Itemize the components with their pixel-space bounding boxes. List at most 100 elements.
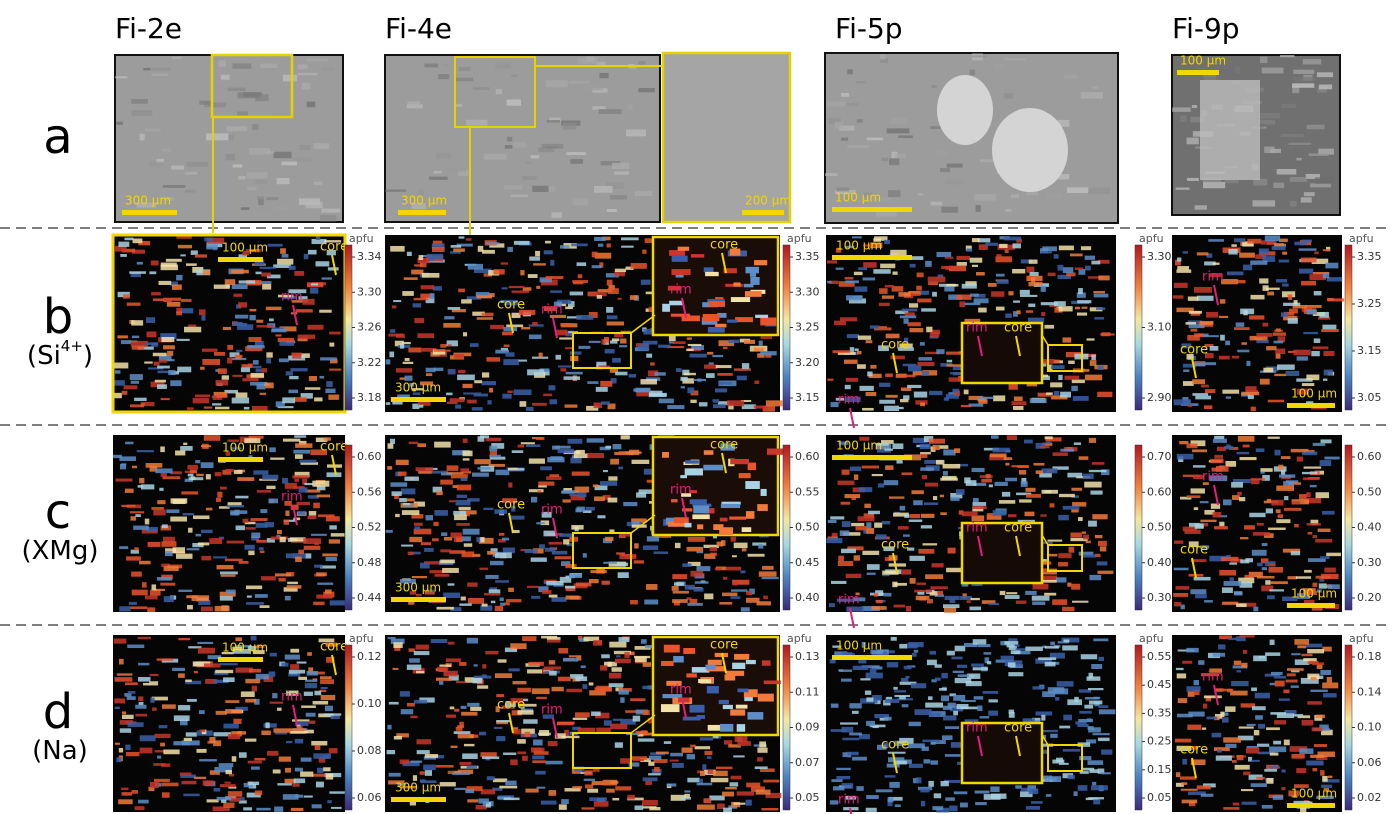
texture-speck — [1184, 530, 1200, 534]
texture-speck — [447, 168, 466, 171]
texture-speck — [316, 782, 324, 788]
texture-speck — [233, 294, 242, 297]
texture-speck — [482, 313, 494, 317]
texture-speck — [872, 695, 882, 701]
texture-speck — [260, 267, 276, 269]
texture-speck — [540, 466, 552, 470]
texture-speck — [325, 706, 333, 711]
texture-speck — [542, 590, 551, 594]
texture-speck — [1177, 257, 1181, 261]
texture-speck — [939, 688, 947, 691]
texture-speck — [696, 551, 703, 553]
texture-speck — [566, 596, 580, 600]
texture-speck — [852, 757, 867, 761]
texture-speck — [517, 739, 526, 744]
texture-speck — [490, 561, 504, 565]
texture-speck — [507, 247, 513, 252]
texture-speck — [416, 467, 434, 471]
texture-speck — [1282, 284, 1288, 287]
texture-speck — [961, 405, 972, 407]
texture-speck — [495, 552, 512, 558]
texture-speck — [972, 55, 987, 57]
texture-speck — [485, 575, 498, 579]
texture-speck — [1086, 338, 1094, 340]
texture-speck — [459, 507, 471, 510]
texture-speck — [149, 681, 158, 685]
texture-speck — [704, 267, 714, 272]
texture-speck — [270, 653, 277, 657]
texture-speck — [311, 741, 327, 746]
colorbar-unit: apfu — [787, 232, 812, 245]
texture-speck — [1058, 375, 1062, 380]
texture-speck — [456, 523, 470, 526]
texture-speck — [1060, 449, 1074, 452]
texture-speck — [290, 649, 299, 653]
texture-speck — [1189, 311, 1202, 314]
texture-speck — [115, 677, 133, 682]
texture-speck — [290, 664, 299, 669]
texture-speck — [178, 705, 190, 710]
texture-speck — [991, 435, 999, 438]
texture-speck — [1017, 310, 1021, 314]
texture-speck — [560, 368, 566, 371]
texture-speck — [643, 662, 651, 667]
texture-speck — [203, 780, 214, 785]
texture-speck — [888, 190, 900, 197]
texture-speck — [153, 509, 165, 515]
texture-speck — [970, 258, 983, 263]
texture-speck — [927, 660, 937, 666]
texture-speck — [429, 256, 434, 262]
colorbar-tick-label: 0.05 — [1147, 791, 1172, 804]
texture-speck — [140, 748, 153, 754]
texture-speck — [163, 749, 179, 754]
texture-speck — [858, 516, 875, 521]
texture-speck — [331, 807, 342, 809]
texture-speck — [1026, 806, 1040, 810]
texture-speck — [1322, 325, 1336, 330]
texture-speck — [954, 791, 968, 794]
texture-speck — [468, 264, 483, 270]
texture-speck — [1314, 251, 1318, 254]
texture-speck — [1268, 437, 1280, 439]
texture-speck — [473, 678, 482, 683]
texture-speck — [578, 274, 582, 278]
texture-speck — [559, 804, 567, 810]
texture-speck — [716, 365, 732, 368]
texture-speck — [537, 490, 541, 492]
texture-speck — [113, 363, 128, 369]
texture-speck — [1269, 589, 1284, 591]
texture-speck — [1319, 84, 1332, 89]
texture-speck — [759, 741, 766, 747]
texture-speck — [143, 683, 150, 686]
texture-speck — [687, 603, 702, 606]
texture-speck — [269, 318, 274, 321]
texture-speck — [558, 677, 571, 682]
texture-speck — [610, 724, 627, 730]
texture-speck — [487, 551, 496, 555]
texture-speck — [482, 250, 495, 254]
texture-speck — [119, 606, 130, 611]
texture-speck — [594, 403, 602, 409]
colorbar — [1345, 245, 1352, 410]
texture-speck — [500, 603, 505, 606]
texture-speck — [836, 268, 844, 270]
texture-speck — [131, 320, 143, 325]
texture-speck — [597, 515, 605, 518]
texture-speck — [1324, 568, 1336, 573]
texture-speck — [940, 512, 946, 515]
scale-bar-label: 100 µm — [1180, 54, 1226, 68]
texture-speck — [876, 789, 893, 792]
texture-speck — [531, 596, 540, 599]
texture-speck — [495, 606, 503, 611]
texture-speck — [1058, 553, 1071, 558]
row-label: a — [43, 109, 72, 165]
texture-speck — [916, 777, 922, 783]
texture-speck — [631, 263, 647, 269]
texture-speck — [1296, 768, 1306, 773]
texture-speck — [941, 266, 951, 269]
texture-speck — [1101, 772, 1111, 774]
texture-speck — [549, 399, 557, 404]
texture-speck — [1271, 500, 1283, 506]
texture-speck — [188, 528, 192, 533]
texture-speck — [1086, 541, 1091, 543]
